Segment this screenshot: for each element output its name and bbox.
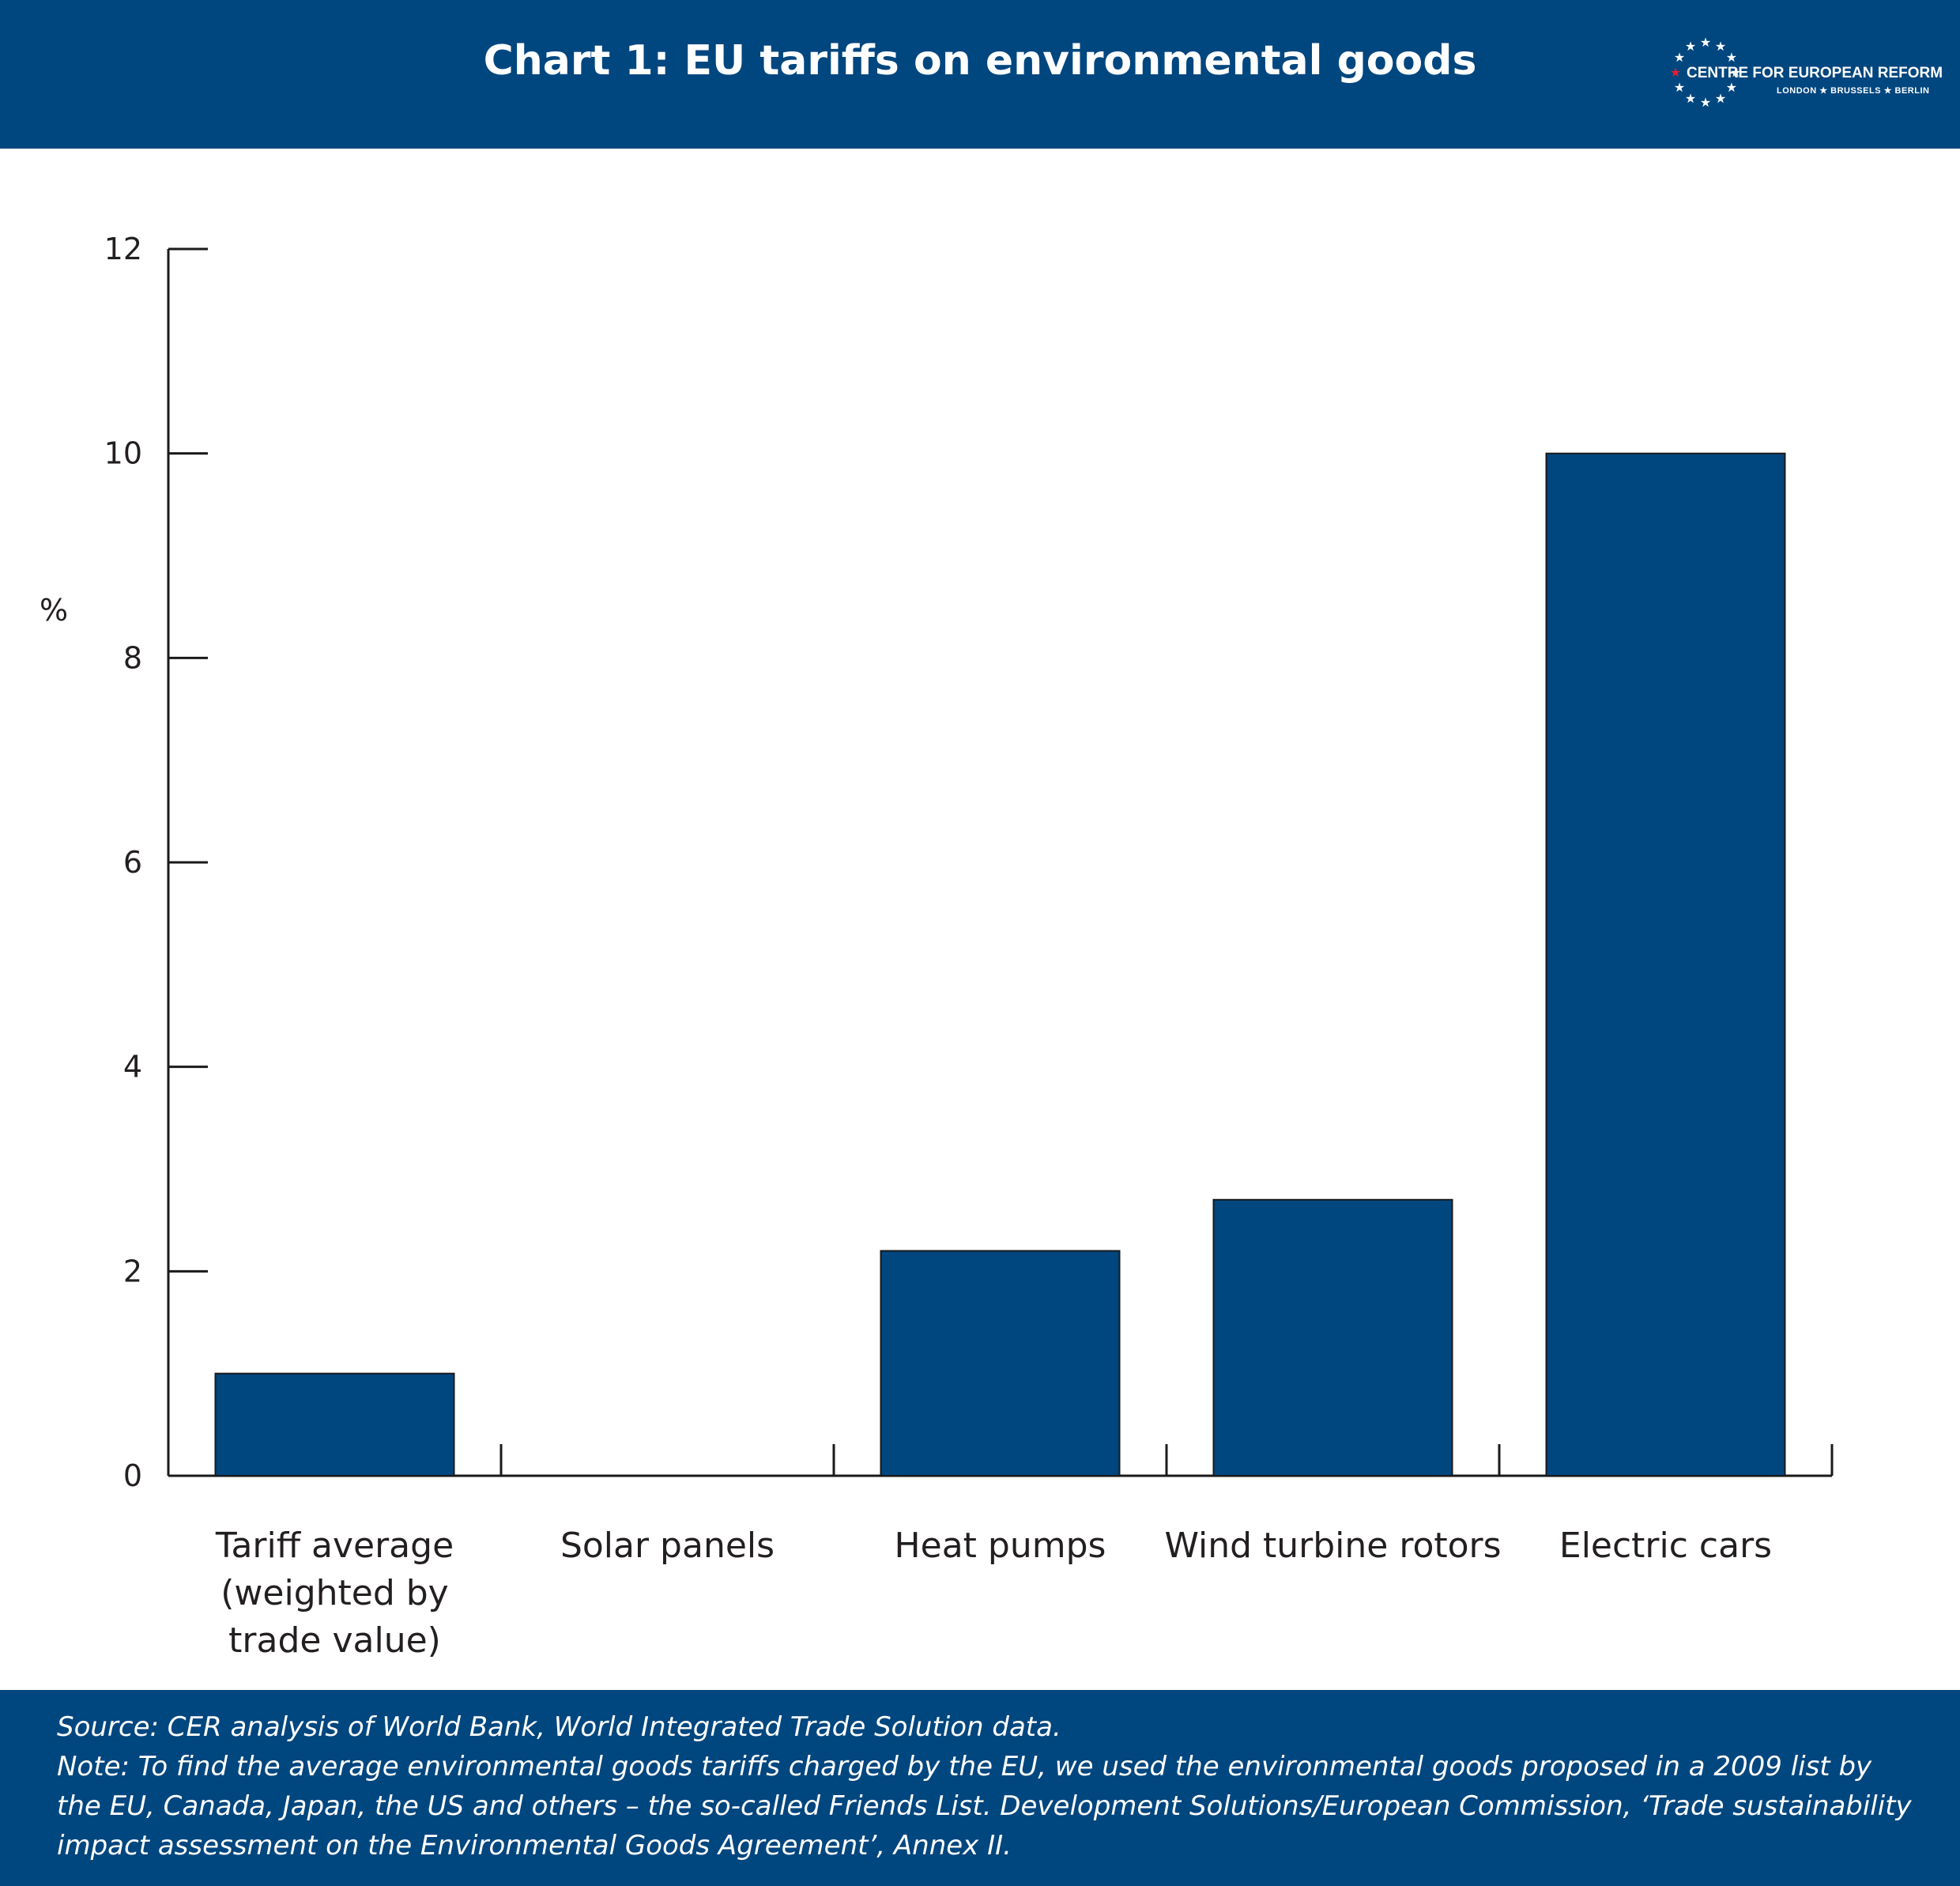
x-category-label: (weighted by	[220, 1573, 448, 1613]
x-category-label: Tariff average	[215, 1526, 454, 1566]
y-tick-label: 12	[104, 232, 142, 266]
logo-star: ★	[1715, 40, 1726, 54]
y-tick-label: 8	[123, 640, 142, 675]
source-text: Source: CER analysis of World Bank, Worl…	[57, 1711, 1061, 1743]
y-tick-label: 10	[104, 436, 142, 471]
x-category-label: Electric cars	[1559, 1526, 1772, 1566]
logo-star: ★	[1700, 36, 1711, 50]
logo-star: ★	[1700, 96, 1711, 110]
y-tick-label: 6	[123, 845, 142, 880]
y-axis-label: %	[40, 593, 68, 628]
bar-chart: 0 2 4 6 8 10 12% Tariff average (weighted by trad…	[40, 232, 1834, 1661]
logo-name: CENTRE FOR EUROPEAN REFORM	[1687, 65, 1943, 81]
logo-star: ★	[1726, 81, 1737, 95]
footer-notes: Source: CER analysis of World Bank, Worl…	[0, 1690, 1960, 1886]
bar	[880, 1250, 1121, 1477]
star-ring-icon: ★ ★★★★★★★★★★★	[1670, 36, 1741, 110]
x-category-label: trade value)	[228, 1620, 441, 1661]
logo-star: ★	[1730, 66, 1741, 80]
x-category-label: Heat pumps	[895, 1526, 1106, 1566]
logo-star: ★	[1670, 66, 1681, 80]
bar	[214, 1372, 455, 1477]
logo-star: ★	[1674, 81, 1685, 95]
bar	[1545, 452, 1786, 1477]
note-text: Note: To find the average environmental …	[57, 1751, 1912, 1861]
bar	[1212, 1198, 1453, 1477]
y-tick-label: 0	[123, 1458, 142, 1493]
x-category-label: Wind turbine rotors	[1164, 1526, 1501, 1566]
header-banner: Chart 1: EU tariffs on environmental goo…	[0, 0, 1960, 149]
logo-star: ★	[1685, 92, 1696, 106]
cer-logo: ★ ★ ★ ★ ★ ★ ★ ★ ★ ★ ★ ★ CENTRE FOR EUROPEAN REFORM …	[1660, 30, 1944, 117]
logo-star: ★	[1715, 92, 1726, 106]
x-category-label: Solar panels	[560, 1526, 775, 1566]
logo-cities: LONDON ★ BRUSSELS ★ BERLIN	[1777, 86, 1930, 96]
logo-star: ★	[1726, 51, 1737, 65]
y-tick-label: 2	[123, 1254, 142, 1288]
y-tick-label: 4	[123, 1050, 142, 1084]
logo-star: ★	[1685, 40, 1696, 54]
chart-title: Chart 1: EU tariffs on environmental goo…	[483, 37, 1477, 85]
logo-star: ★	[1674, 51, 1685, 65]
